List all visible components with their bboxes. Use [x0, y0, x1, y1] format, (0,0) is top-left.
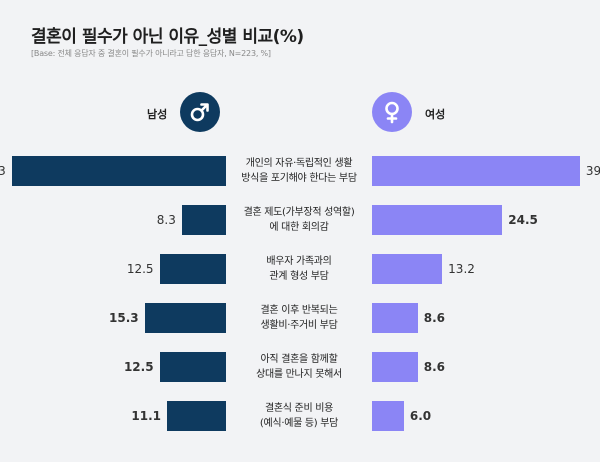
value-label-female: 6.0: [409, 409, 432, 423]
bar-female: [372, 401, 404, 431]
value-label-male: 8.3: [156, 213, 176, 227]
category-label-line: 결혼 제도(가부장적 성역할): [243, 207, 355, 218]
bar-male: [166, 401, 226, 431]
female-symbol-icon: [372, 92, 412, 132]
category-label-line: 방식을 포기해야 한다는 부담: [241, 173, 357, 184]
category-label-line: 생활비·주거비 부담: [260, 320, 338, 331]
bar-male: [181, 205, 226, 235]
bar-female: [372, 303, 418, 333]
category-label: 결혼 제도(가부장적 성역할) 에 대한 회의감: [226, 205, 372, 235]
bar-male: [144, 303, 226, 333]
chart-title: 결혼이 필수가 아닌 이유_성별 비교(%): [31, 27, 304, 47]
bar-male: [11, 156, 226, 186]
category-label-line: 관계 형성 부담: [269, 271, 329, 282]
value-label-male: 11.1: [131, 409, 161, 423]
bar-male: [159, 352, 226, 382]
value-label-male: 40.3: [0, 164, 6, 178]
category-label-line: 에 대한 회의감: [269, 222, 329, 233]
category-label-line: 아직 결혼을 함께할: [260, 354, 338, 365]
bar-male: [159, 254, 226, 284]
male-symbol-icon: [180, 92, 220, 132]
value-label-male: 12.5: [126, 262, 154, 276]
bar-female: [372, 254, 443, 284]
category-label-line: (예식·예물 등) 부담: [259, 418, 339, 429]
bar-female: [372, 352, 418, 382]
value-label-male: 15.3: [109, 311, 139, 325]
value-label-female: 13.2: [448, 262, 475, 276]
category-label-line: 개인의 자유·독립적인 생활: [245, 158, 353, 169]
legend-female-label: 여성: [425, 108, 446, 121]
category-label-line: 결혼식 준비 비용: [264, 403, 334, 414]
value-label-female: 24.5: [508, 213, 538, 227]
value-label-male: 12.5: [123, 360, 154, 374]
legend-male-label: 남성: [147, 108, 168, 121]
value-label-female: 8.6: [423, 311, 445, 325]
value-label-female: 8.6: [423, 360, 445, 374]
bar-female: [372, 156, 580, 186]
bar-female: [372, 205, 503, 235]
category-label: 결혼식 준비 비용 (예식·예물 등) 부담: [226, 401, 372, 431]
category-label-line: 상대를 만나지 못해서: [256, 369, 342, 380]
category-label-line: 배우자 가족과의: [266, 256, 332, 267]
chart-subtitle: [Base: 전체 응답자 중 결혼이 필수가 아니라고 답한 응답자, N=2…: [31, 49, 271, 58]
category-label-line: 결혼 이후 반복되는: [260, 305, 338, 316]
value-label-female: 39.1: [585, 164, 600, 178]
